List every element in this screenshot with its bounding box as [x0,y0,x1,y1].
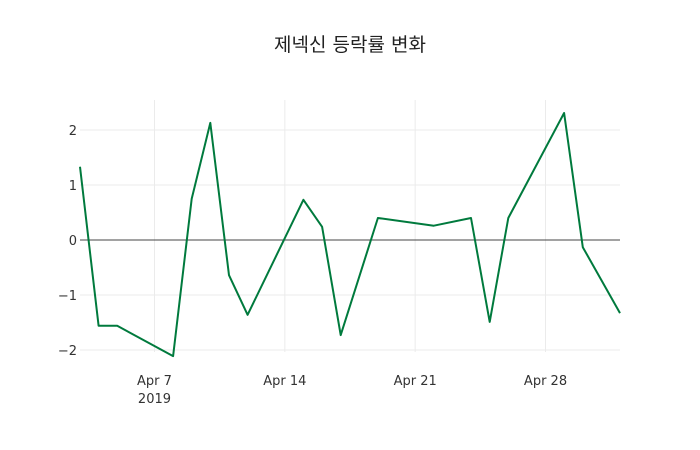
y-tick-label: 1 [69,179,77,194]
y-tick-label: 2 [69,124,77,139]
x-tick-label: Apr 14 [263,374,306,389]
x-tick-label: Apr 7 [137,374,172,389]
series-line [79,112,621,358]
x-tick-label: Apr 21 [394,374,437,389]
x-tick-sublabel: 2019 [138,392,171,407]
y-tick-label: −2 [58,344,77,359]
y-tick-label: −1 [58,289,77,304]
chart-title: 제넥신 등락률 변화 [274,34,426,56]
y-tick-label: 0 [69,234,77,249]
x-tick-label: Apr 28 [524,374,567,389]
